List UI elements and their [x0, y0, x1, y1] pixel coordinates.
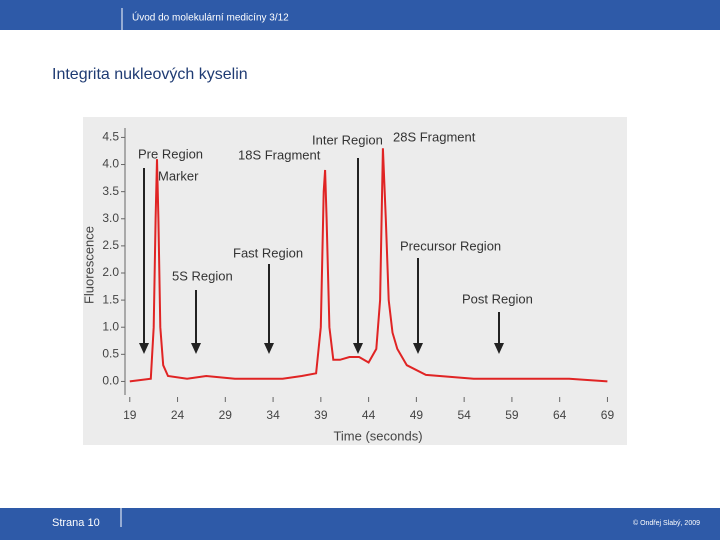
x-tick-label: 29 [219, 408, 233, 422]
copyright: © Ondřej Slabý, 2009 [633, 519, 700, 527]
chart-background [83, 117, 627, 445]
y-tick-label: 0.5 [102, 347, 119, 361]
x-axis-title: Time (seconds) [333, 428, 422, 443]
footer-bar [0, 508, 720, 540]
y-axis-title: Fluorescence [81, 226, 96, 304]
annotation-arrowhead [191, 343, 201, 354]
annotation: Precursor Region [400, 238, 501, 253]
header-bar [0, 0, 720, 30]
annotation: 28S Fragment [393, 129, 476, 144]
x-tick-label: 44 [362, 408, 376, 422]
x-tick-label: 24 [171, 408, 185, 422]
y-tick-label: 0.0 [102, 374, 119, 388]
annotation: Fast Region [233, 245, 303, 260]
trace-line [129, 148, 608, 383]
annotation: Inter Region [312, 132, 383, 147]
x-tick-label: 39 [314, 408, 328, 422]
annotation-arrowhead [353, 343, 363, 354]
x-tick-label: 69 [601, 408, 615, 422]
annotation: 5S Region [172, 268, 233, 283]
y-tick-label: 3.5 [102, 184, 119, 198]
x-tick-label: 64 [553, 408, 567, 422]
header-text: Úvod do molekulární medicíny 3/12 [132, 11, 289, 24]
annotation: Post Region [462, 291, 533, 306]
annotation-arrowhead [413, 343, 423, 354]
x-tick-label: 34 [266, 408, 280, 422]
y-tick-label: 4.0 [102, 157, 119, 171]
y-tick-label: 4.5 [102, 130, 119, 144]
annotation: Marker [158, 168, 199, 183]
page-number: Strana 10 [52, 517, 100, 529]
y-tick-label: 1.5 [102, 292, 119, 306]
annotation: Pre Region [138, 146, 203, 161]
y-tick-label: 2.5 [102, 238, 119, 252]
slide-title: Integrita nukleových kyselin [52, 66, 248, 83]
annotation-arrowhead [264, 343, 274, 354]
x-tick-label: 54 [457, 408, 471, 422]
x-tick-label: 59 [505, 408, 519, 422]
annotation-arrowhead [494, 343, 504, 354]
annotation: 18S Fragment [238, 147, 321, 162]
plot: 0.0 0.5 1.0 1.5 2.0 2.5 3.0 3.5 4.0 4.5 19 24 29 34 39… [102, 128, 614, 422]
y-tick-label: 2.0 [102, 265, 119, 279]
x-tick-label: 19 [123, 408, 137, 422]
y-tick-label: 1.0 [102, 319, 119, 333]
x-tick-label: 49 [410, 408, 424, 422]
annotation-arrowhead [139, 343, 149, 354]
y-tick-label: 3.0 [102, 211, 119, 225]
